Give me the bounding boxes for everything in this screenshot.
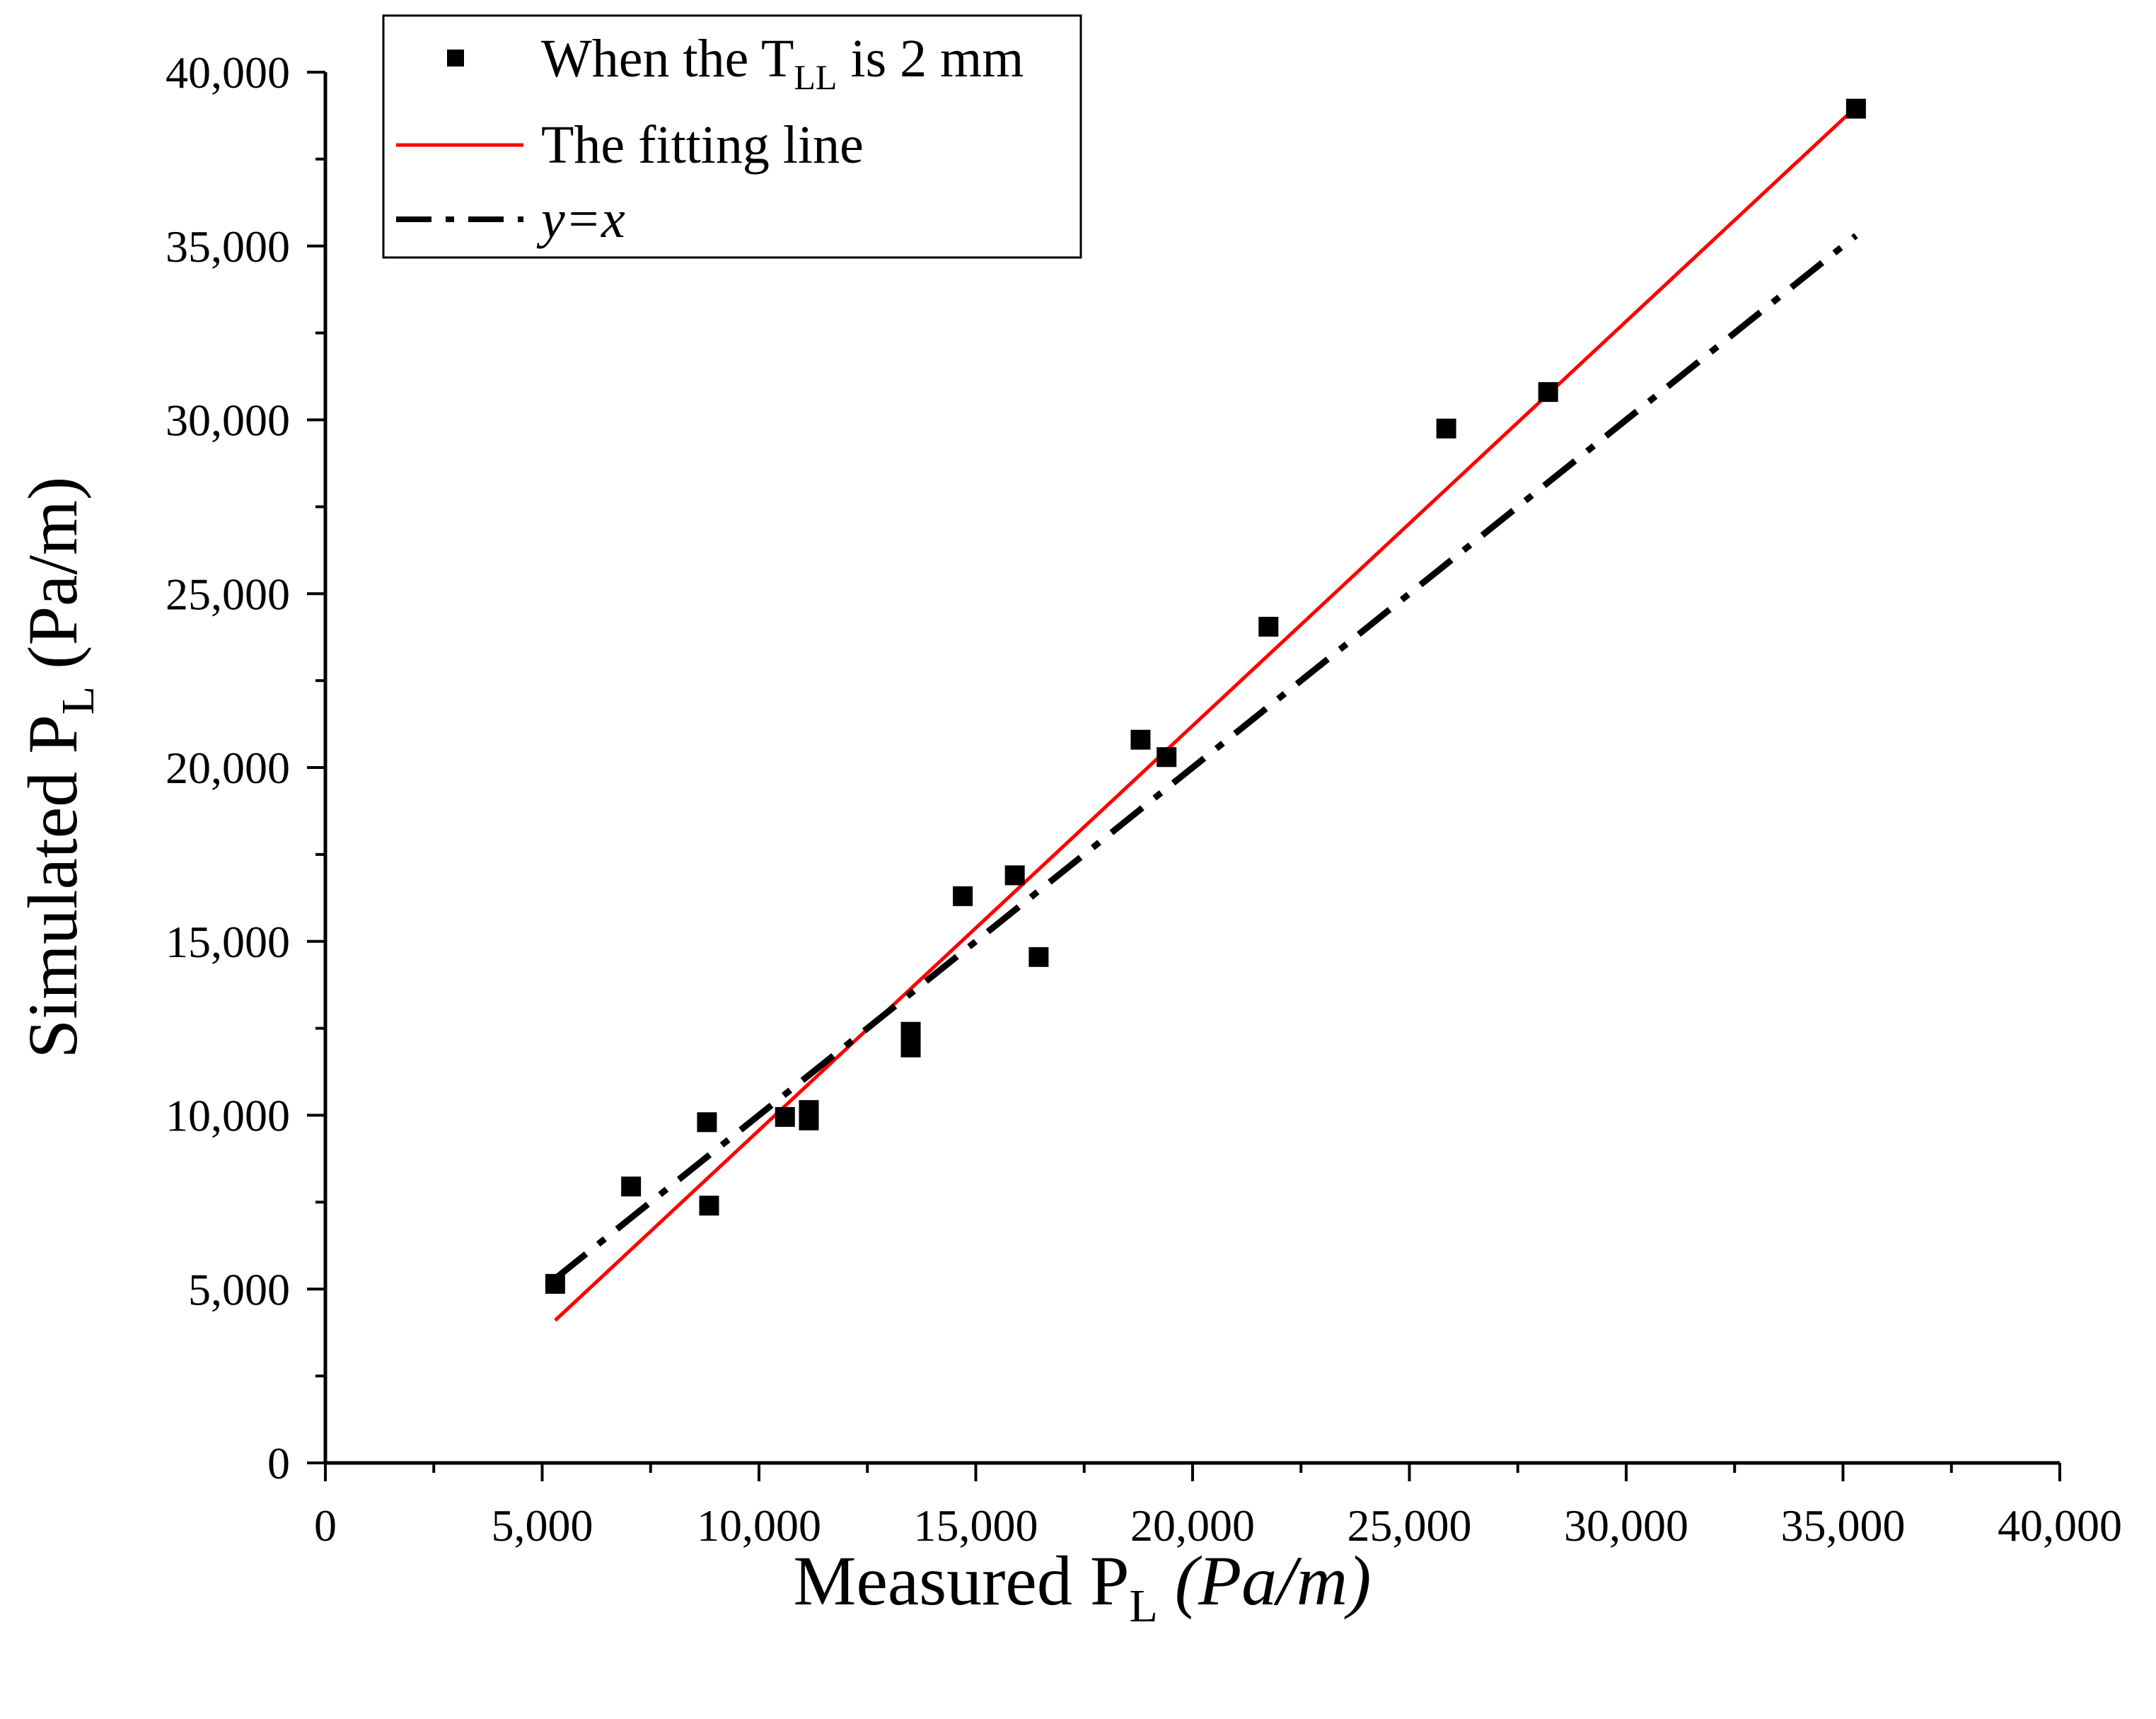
data-point — [1004, 865, 1025, 886]
data-point — [699, 1196, 719, 1216]
fitting-line — [554, 105, 1857, 1322]
y-axis-title-unit: (Pa/m) — [13, 477, 92, 669]
legend-entry-fit: The fitting line — [541, 115, 864, 175]
legend-entry-yx: y=x — [536, 190, 625, 249]
x-tick-label: 10,000 — [697, 1500, 821, 1551]
x-tick-label: 35,000 — [1781, 1500, 1906, 1551]
y-axis-title-sub: L — [52, 686, 104, 714]
legend-entry-scatter-prefix: When the T — [541, 29, 794, 88]
y-tick-label: 40,000 — [166, 47, 290, 98]
legend-entry-scatter-suffix: is 2 mm — [837, 29, 1024, 88]
x-axis-title-main: Measured P — [794, 1541, 1130, 1620]
y-ticks: 0 5,000 10,000 15,000 20,000 25,000 30,000 35,0… — [166, 47, 325, 1488]
x-axis-title: Measured PL (Pa/m) — [794, 1541, 1372, 1632]
points-layer — [545, 98, 1866, 1294]
y-axis-title-main: Simulated P — [13, 714, 92, 1058]
x-tick-label: 5,000 — [492, 1500, 593, 1551]
data-point — [1436, 418, 1456, 439]
y-axis-title: Simulated PL (Pa/m) — [13, 477, 104, 1059]
legend-entry-scatter: When the TLL is 2 mm — [541, 29, 1024, 97]
data-point — [1845, 98, 1866, 119]
y-tick-label: 20,000 — [166, 743, 290, 793]
data-point — [1157, 747, 1177, 768]
y-equals-x-line — [553, 233, 1858, 1282]
x-axis-title-sub: L — [1129, 1580, 1157, 1632]
y-tick-label: 35,000 — [166, 221, 290, 272]
x-tick-label: 20,000 — [1130, 1500, 1255, 1551]
legend-entry-scatter-sub: LL — [794, 57, 837, 97]
lines-layer — [553, 105, 1858, 1322]
data-point — [1258, 616, 1279, 637]
x-tick-label: 15,000 — [914, 1500, 1038, 1551]
x-tick-label: 25,000 — [1348, 1500, 1472, 1551]
y-tick-label: 0 — [267, 1438, 290, 1488]
x-axis-title-unit: (Pa/m) — [1175, 1541, 1372, 1620]
data-point — [1538, 382, 1558, 403]
data-point — [900, 1037, 921, 1058]
data-point — [621, 1176, 642, 1197]
data-point — [1028, 947, 1049, 967]
data-point — [1130, 729, 1151, 750]
y-tick-label: 30,000 — [166, 395, 290, 446]
y-tick-label: 10,000 — [166, 1091, 290, 1141]
data-point — [775, 1106, 795, 1127]
data-point — [799, 1110, 819, 1130]
legend-marker-square — [447, 50, 464, 66]
data-point — [545, 1273, 565, 1294]
legend: When the TLL is 2 mm The fitting line y=… — [382, 14, 1082, 259]
x-tick-label: 40,000 — [1998, 1500, 2122, 1551]
y-tick-label: 15,000 — [166, 917, 290, 967]
x-tick-label: 0 — [314, 1500, 337, 1551]
y-tick-label: 25,000 — [166, 569, 290, 619]
data-point — [953, 886, 973, 906]
x-tick-label: 30,000 — [1564, 1500, 1688, 1551]
x-ticks: 0 5,000 10,000 15,000 20,000 25,000 30,000 35,0… — [314, 1463, 2122, 1551]
y-tick-label: 5,000 — [188, 1264, 290, 1314]
data-point — [697, 1112, 717, 1133]
